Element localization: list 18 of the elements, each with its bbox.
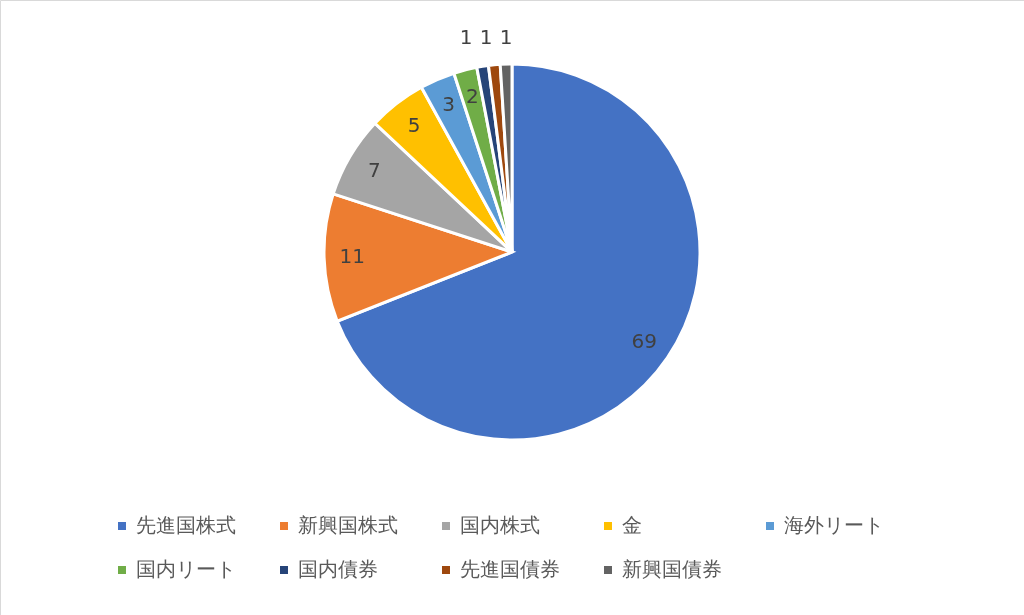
legend-label: 海外リート: [784, 513, 884, 537]
data-label: 69: [631, 328, 657, 353]
legend-label: 先進国株式: [136, 513, 236, 537]
data-label: 7: [368, 157, 381, 182]
legend-label: 国内株式: [460, 513, 540, 537]
legend-label: 国内リート: [136, 557, 236, 581]
legend-label: 新興国債券: [622, 557, 722, 581]
legend-label: 新興国株式: [298, 513, 398, 537]
data-label: 1: [499, 25, 513, 49]
legend-label: 先進国債券: [460, 557, 560, 581]
data-label: 2: [465, 84, 479, 109]
legend-label: 金: [622, 513, 642, 537]
data-label: 3: [442, 92, 455, 117]
data-label: 1: [459, 25, 473, 49]
legend-label: 国内債券: [298, 557, 378, 581]
data-label: 11: [339, 244, 366, 269]
data-label: 5: [407, 112, 421, 137]
data-label: 1: [479, 25, 493, 49]
